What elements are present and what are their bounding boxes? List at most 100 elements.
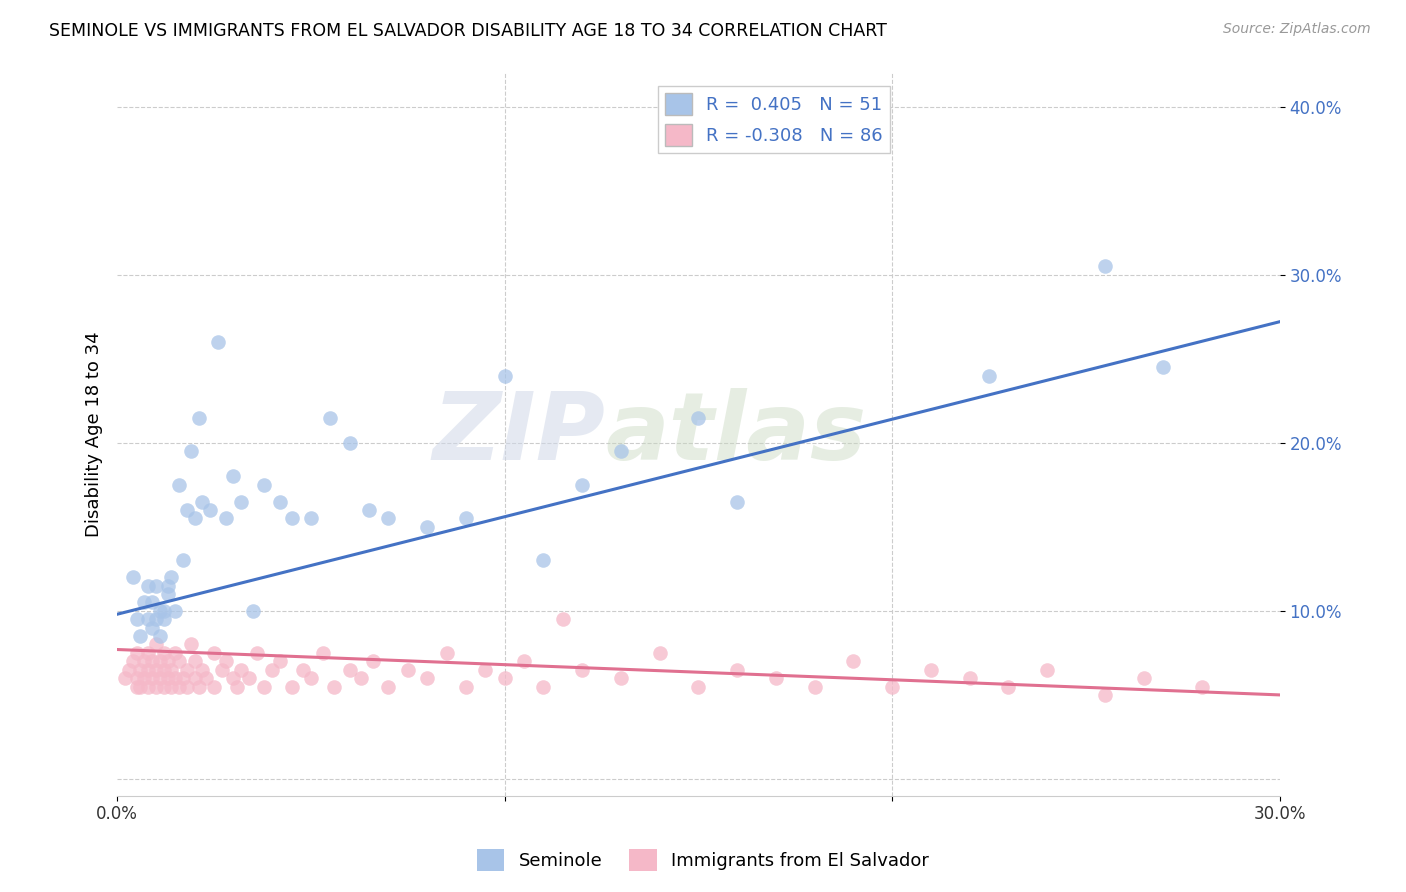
Point [136,646,159,660]
Point [319,410,342,425]
Point [180,444,202,458]
Point [311,646,333,660]
Point [803,680,825,694]
Point [688,410,710,425]
Point [416,520,439,534]
Point [215,511,238,525]
Point [152,612,174,626]
Point [191,663,214,677]
Point [226,680,249,694]
Point [1152,360,1174,375]
Point [134,654,156,668]
Point [141,671,163,685]
Point [571,477,593,491]
Point [176,680,198,694]
Point [121,654,143,668]
Point [253,680,276,694]
Point [180,638,202,652]
Point [129,663,152,677]
Text: atlas: atlas [606,388,866,481]
Point [198,503,221,517]
Point [959,671,981,685]
Point [454,680,477,694]
Point [195,671,218,685]
Point [183,671,205,685]
Point [118,663,141,677]
Point [152,663,174,677]
Point [361,654,384,668]
Point [202,646,225,660]
Point [725,663,748,677]
Point [339,663,361,677]
Point [454,511,477,525]
Point [125,680,148,694]
Point [167,477,190,491]
Point [357,503,380,517]
Point [531,553,554,567]
Point [299,511,322,525]
Point [136,612,159,626]
Point [136,579,159,593]
Point [152,680,174,694]
Point [187,680,209,694]
Point [231,663,253,677]
Point [183,511,205,525]
Point [149,671,172,685]
Text: ZIP: ZIP [433,388,606,481]
Point [269,494,291,508]
Point [725,494,748,508]
Point [211,663,233,677]
Point [141,621,163,635]
Point [207,334,229,349]
Point [494,368,516,383]
Point [323,680,346,694]
Point [253,477,276,491]
Point [145,638,167,652]
Point [610,444,633,458]
Point [269,654,291,668]
Point [134,671,156,685]
Point [165,604,187,618]
Point [125,612,148,626]
Point [551,612,574,626]
Point [183,654,205,668]
Point [145,612,167,626]
Y-axis label: Disability Age 18 to 34: Disability Age 18 to 34 [86,332,103,537]
Point [416,671,439,685]
Point [134,595,156,609]
Text: SEMINOLE VS IMMIGRANTS FROM EL SALVADOR DISABILITY AGE 18 TO 34 CORRELATION CHAR: SEMINOLE VS IMMIGRANTS FROM EL SALVADOR … [49,22,887,40]
Point [222,671,245,685]
Point [842,116,865,130]
Point [156,579,179,593]
Point [145,579,167,593]
Point [1191,680,1213,694]
Point [765,671,787,685]
Point [377,511,399,525]
Point [339,435,361,450]
Point [688,680,710,694]
Point [191,494,214,508]
Point [242,604,264,618]
Point [648,646,671,660]
Point [121,570,143,584]
Point [262,663,284,677]
Point [396,663,419,677]
Point [231,494,253,508]
Point [292,663,315,677]
Point [202,680,225,694]
Point [377,680,399,694]
Point [997,680,1019,694]
Point [152,646,174,660]
Point [1036,663,1059,677]
Point [299,671,322,685]
Point [1133,671,1156,685]
Point [494,671,516,685]
Point [172,671,194,685]
Text: Source: ZipAtlas.com: Source: ZipAtlas.com [1223,22,1371,37]
Point [215,654,238,668]
Point [156,587,179,601]
Point [114,671,136,685]
Point [436,646,458,660]
Point [129,629,152,643]
Point [136,680,159,694]
